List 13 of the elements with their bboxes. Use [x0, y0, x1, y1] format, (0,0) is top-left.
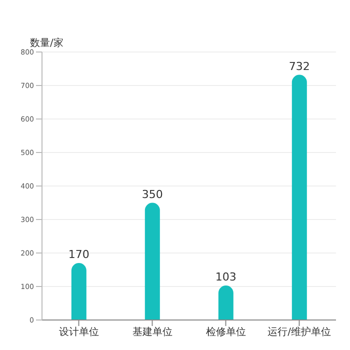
data-label: 103	[215, 270, 236, 284]
x-tick-label: 设计单位	[58, 326, 99, 338]
x-tick-label: 检修单位	[206, 326, 246, 338]
data-label: 350	[142, 188, 163, 201]
bar	[218, 285, 234, 320]
bar	[144, 202, 160, 320]
data-label: 170	[68, 248, 90, 262]
y-axis-title: 数量/家	[30, 36, 64, 49]
x-tick-label: 运行/维护单位	[268, 326, 331, 338]
bar	[292, 74, 307, 320]
data-label: 732	[288, 60, 310, 73]
bar	[71, 263, 86, 320]
x-tick-label: 基建单位	[132, 326, 172, 338]
